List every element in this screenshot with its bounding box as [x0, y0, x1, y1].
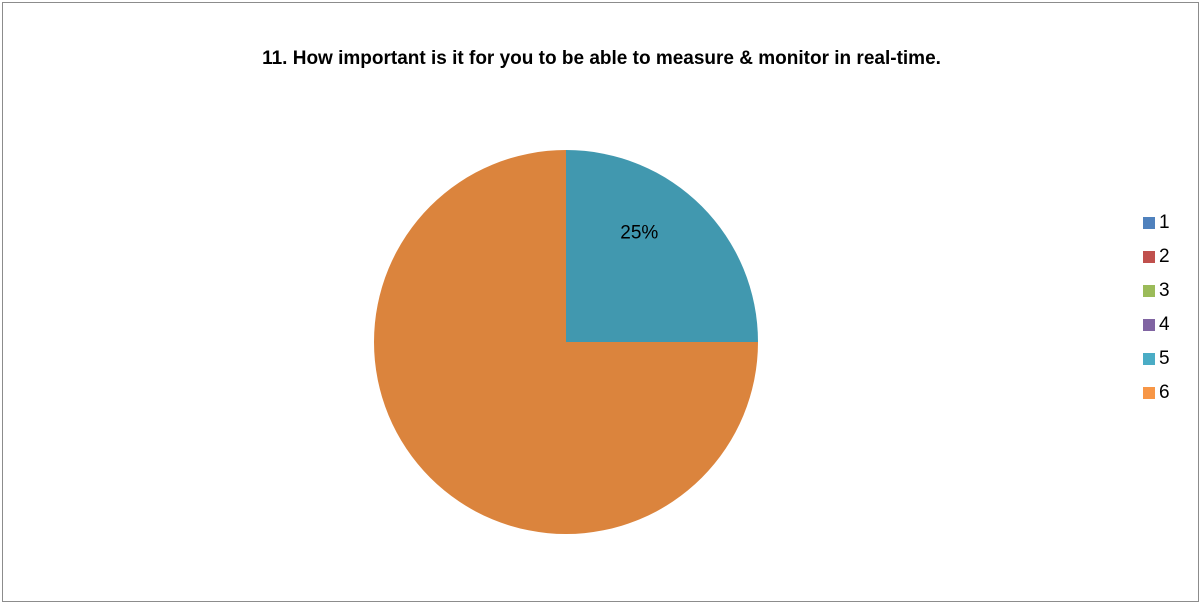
legend-item-3: 3: [1143, 280, 1170, 301]
legend-item-1: 1: [1143, 212, 1170, 233]
legend-swatch-3: [1143, 285, 1155, 297]
legend-item-6: 6: [1143, 382, 1170, 403]
legend-item-5: 5: [1143, 348, 1170, 369]
legend-item-2: 2: [1143, 246, 1170, 267]
legend-swatch-4: [1143, 319, 1155, 331]
chart-title: 11. How important is it for you to be ab…: [262, 48, 941, 69]
legend-label-4: 4: [1159, 314, 1170, 335]
legend-swatch-5: [1143, 353, 1155, 365]
legend-label-5: 5: [1159, 348, 1170, 369]
pie-slice-5: [566, 150, 758, 342]
pie-slices: [374, 150, 758, 534]
pie-plot-area: 25%: [374, 150, 758, 534]
pie-data-labels: 25%: [620, 223, 658, 244]
legend-label-2: 2: [1159, 246, 1170, 267]
legend-label-1: 1: [1159, 212, 1170, 233]
legend-swatch-2: [1143, 251, 1155, 263]
legend-label-6: 6: [1159, 382, 1170, 403]
legend-swatch-1: [1143, 217, 1155, 229]
legend-swatch-6: [1143, 387, 1155, 399]
data-label-5: 25%: [620, 223, 658, 244]
pie-slice-6: [374, 150, 758, 534]
legend-label-3: 3: [1159, 280, 1170, 301]
legend-item-4: 4: [1143, 314, 1170, 335]
